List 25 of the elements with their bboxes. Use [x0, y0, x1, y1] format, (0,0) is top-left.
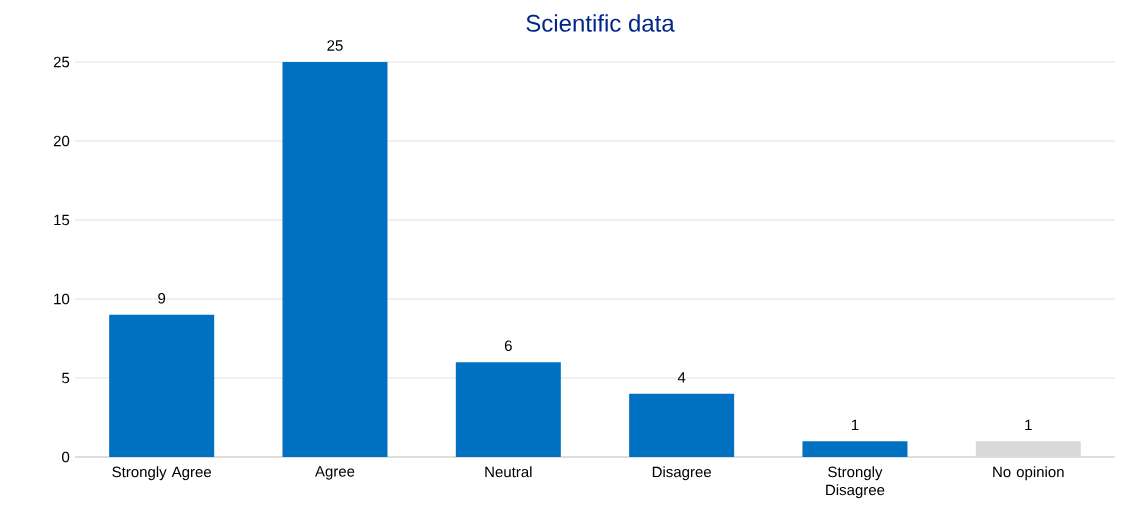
data-label: 1 — [1025, 419, 1032, 430]
chart-title: Scientific data — [526, 14, 675, 32]
bar — [802, 441, 908, 457]
data-label: 1 — [851, 419, 859, 430]
y-tick-label: 15 — [54, 214, 70, 226]
bar — [455, 362, 561, 457]
data-label: 4 — [677, 372, 686, 383]
bar — [282, 62, 388, 457]
y-tick-label: 20 — [53, 135, 70, 147]
x-tick-label: No opinion — [993, 466, 1064, 481]
x-tick-label: Neutral — [485, 466, 532, 478]
y-tick-label: 5 — [62, 372, 70, 384]
x-tick-label: Disagree — [652, 466, 711, 481]
x-tick-label: Strongly Disagree — [826, 466, 885, 499]
data-label: 25 — [327, 40, 343, 51]
y-tick-label: 0 — [62, 451, 70, 463]
data-label: 6 — [504, 340, 512, 351]
bar — [975, 441, 1081, 457]
data-label: 9 — [158, 292, 166, 304]
bar — [629, 393, 735, 457]
x-tick-label: Strongly Agree — [112, 466, 211, 481]
bar — [109, 314, 215, 457]
y-tick-label: 10 — [54, 293, 70, 305]
y-tick-label: 25 — [53, 56, 70, 68]
x-tick-label: Agree — [315, 466, 355, 480]
